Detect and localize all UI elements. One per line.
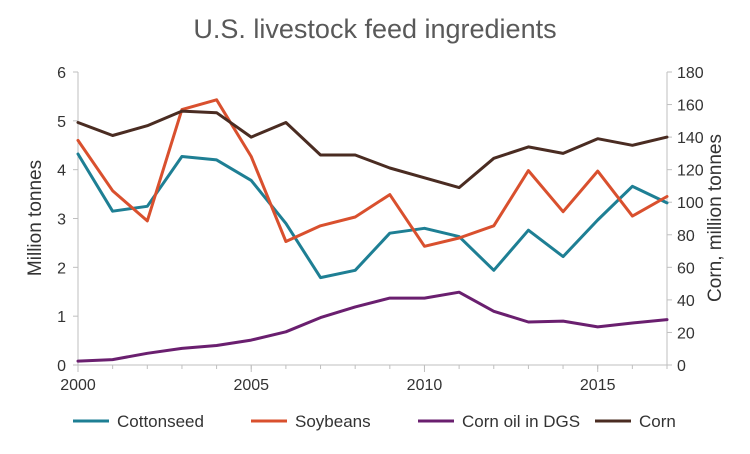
- y-tick-label-right: 0: [677, 358, 686, 375]
- x-tick-label: 2015: [580, 377, 616, 394]
- y-tick-label-left: 6: [57, 65, 66, 82]
- chart-title: U.S. livestock feed ingredients: [193, 14, 556, 44]
- legend-label-cottonseed: Cottonseed: [117, 412, 204, 431]
- series-lines: [76, 98, 669, 363]
- series-line-corn-oil-in-dgs: [76, 290, 669, 363]
- y-axis-label-right: Corn, million tonnes: [705, 134, 726, 302]
- y-tick-label-right: 80: [677, 228, 695, 245]
- y-tick-label-left: 3: [57, 212, 66, 229]
- y-tick-label-right: 140: [677, 130, 704, 147]
- y-tick-label-right: 20: [677, 325, 695, 342]
- x-tick-label: 2010: [407, 377, 443, 394]
- legend-label-soybeans: Soybeans: [295, 412, 371, 431]
- legend-label-corn-oil-in-dgs: Corn oil in DGS: [462, 412, 580, 431]
- y-tick-label-left: 0: [57, 358, 66, 375]
- y-tick-label-right: 120: [677, 163, 704, 180]
- y-tick-label-right: 180: [677, 65, 704, 82]
- series-line-soybeans: [76, 98, 669, 248]
- legend-label-corn: Corn: [639, 412, 676, 431]
- series-line-corn: [76, 109, 669, 190]
- x-tick-label: 2000: [60, 377, 96, 394]
- y-tick-label-left: 5: [57, 114, 66, 131]
- y-tick-label-right: 160: [677, 98, 704, 115]
- y-tick-label-right: 60: [677, 260, 695, 277]
- y-tick-label-left: 1: [57, 309, 66, 326]
- series-line-cottonseed: [76, 152, 669, 280]
- x-tick-label: 2005: [233, 377, 269, 394]
- y-tick-label-right: 40: [677, 293, 695, 310]
- y-axis-label-left: Million tonnes: [25, 160, 46, 276]
- y-tick-label-left: 2: [57, 260, 66, 277]
- y-tick-label-left: 4: [57, 163, 66, 180]
- legend: Cottonseed Soybeans Corn oil in DGS Corn: [73, 412, 676, 431]
- y-tick-label-right: 100: [677, 195, 704, 212]
